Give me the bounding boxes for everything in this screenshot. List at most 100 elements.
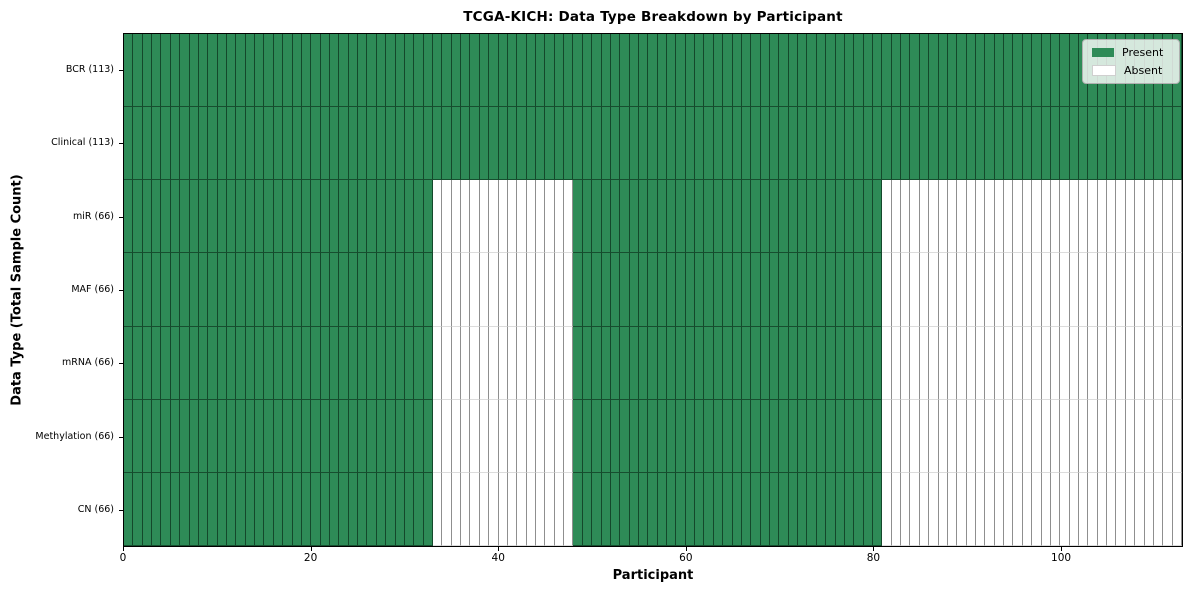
cell-present xyxy=(882,107,892,181)
cell-present xyxy=(976,34,986,108)
heatmap-row-mRNA xyxy=(124,326,1182,400)
cell-present xyxy=(770,180,780,254)
cell-absent xyxy=(489,472,499,546)
cell-absent xyxy=(1004,326,1014,400)
cell-absent xyxy=(1022,253,1033,327)
cell-present xyxy=(854,399,864,473)
cell-present xyxy=(667,34,677,108)
cell-absent xyxy=(891,326,902,400)
cell-present xyxy=(732,180,742,254)
cell-present xyxy=(189,180,199,254)
cell-present xyxy=(966,34,977,108)
cell-present xyxy=(189,326,199,400)
cell-present xyxy=(770,107,780,181)
cell-present xyxy=(863,34,874,108)
cell-present xyxy=(348,326,359,400)
cell-absent xyxy=(957,399,967,473)
cell-present xyxy=(592,472,602,546)
cell-present xyxy=(161,326,171,400)
cell-present xyxy=(760,253,771,327)
cell-present xyxy=(226,472,237,546)
cell-absent xyxy=(901,326,911,400)
cell-present xyxy=(133,326,143,400)
cell-present xyxy=(592,399,602,473)
cell-absent xyxy=(498,253,508,327)
cell-absent xyxy=(564,326,574,400)
cell-present xyxy=(863,107,874,181)
cell-present xyxy=(423,326,433,400)
cell-present xyxy=(339,472,349,546)
cell-present xyxy=(620,326,630,400)
cell-absent xyxy=(1050,180,1061,254)
cell-present xyxy=(844,472,855,546)
cell-present xyxy=(816,472,827,546)
cell-present xyxy=(423,107,433,181)
cell-present xyxy=(152,34,162,108)
cell-present xyxy=(255,326,265,400)
cell-absent xyxy=(1050,326,1061,400)
cell-present xyxy=(844,34,855,108)
cell-present xyxy=(779,253,789,327)
cell-present xyxy=(124,180,134,254)
cell-absent xyxy=(1088,326,1098,400)
cell-present xyxy=(432,34,443,108)
cell-absent xyxy=(1004,253,1014,327)
cell-present xyxy=(610,34,621,108)
cell-absent xyxy=(554,399,565,473)
cell-absent xyxy=(1060,253,1070,327)
cell-present xyxy=(732,326,742,400)
cell-absent xyxy=(442,399,452,473)
cell-present xyxy=(676,107,686,181)
cell-present xyxy=(208,399,218,473)
cell-present xyxy=(180,253,190,327)
cell-present xyxy=(610,253,621,327)
cell-absent xyxy=(929,180,939,254)
cell-present xyxy=(198,253,209,327)
cell-present xyxy=(367,34,377,108)
cell-absent xyxy=(526,399,536,473)
cell-present xyxy=(217,107,227,181)
cell-present xyxy=(161,253,171,327)
cell-present xyxy=(142,34,153,108)
cell-present xyxy=(386,180,396,254)
cell-absent xyxy=(976,326,986,400)
cell-absent xyxy=(919,399,930,473)
cell-absent xyxy=(976,180,986,254)
cell-absent xyxy=(1013,472,1023,546)
cell-present xyxy=(610,472,621,546)
cell-absent xyxy=(1032,472,1042,546)
cell-absent xyxy=(976,472,986,546)
cell-absent xyxy=(1022,180,1033,254)
cell-absent xyxy=(1004,399,1014,473)
cell-present xyxy=(311,472,321,546)
cell-present xyxy=(723,180,733,254)
cell-present xyxy=(301,399,312,473)
cell-absent xyxy=(966,180,977,254)
cell-absent xyxy=(1125,326,1136,400)
y-tick-mark xyxy=(119,69,123,71)
cell-present xyxy=(217,180,227,254)
cell-absent xyxy=(994,326,1005,400)
cell-absent xyxy=(461,399,471,473)
cell-present xyxy=(292,253,302,327)
cell-present xyxy=(947,107,958,181)
cell-absent xyxy=(1144,180,1154,254)
cell-present xyxy=(414,180,424,254)
cell-present xyxy=(929,34,939,108)
cell-present xyxy=(573,253,583,327)
cell-present xyxy=(376,472,387,546)
cell-present xyxy=(292,399,302,473)
cell-absent xyxy=(919,326,930,400)
cell-present xyxy=(152,326,162,400)
cell-present xyxy=(844,326,855,400)
cell-absent xyxy=(882,326,892,400)
cell-present xyxy=(844,180,855,254)
cell-absent xyxy=(1107,399,1117,473)
cell-absent xyxy=(1032,180,1042,254)
cell-present xyxy=(732,399,742,473)
cell-present xyxy=(152,107,162,181)
cell-present xyxy=(835,472,845,546)
cell-absent xyxy=(1097,180,1108,254)
cell-absent xyxy=(564,399,574,473)
cell-present xyxy=(592,180,602,254)
